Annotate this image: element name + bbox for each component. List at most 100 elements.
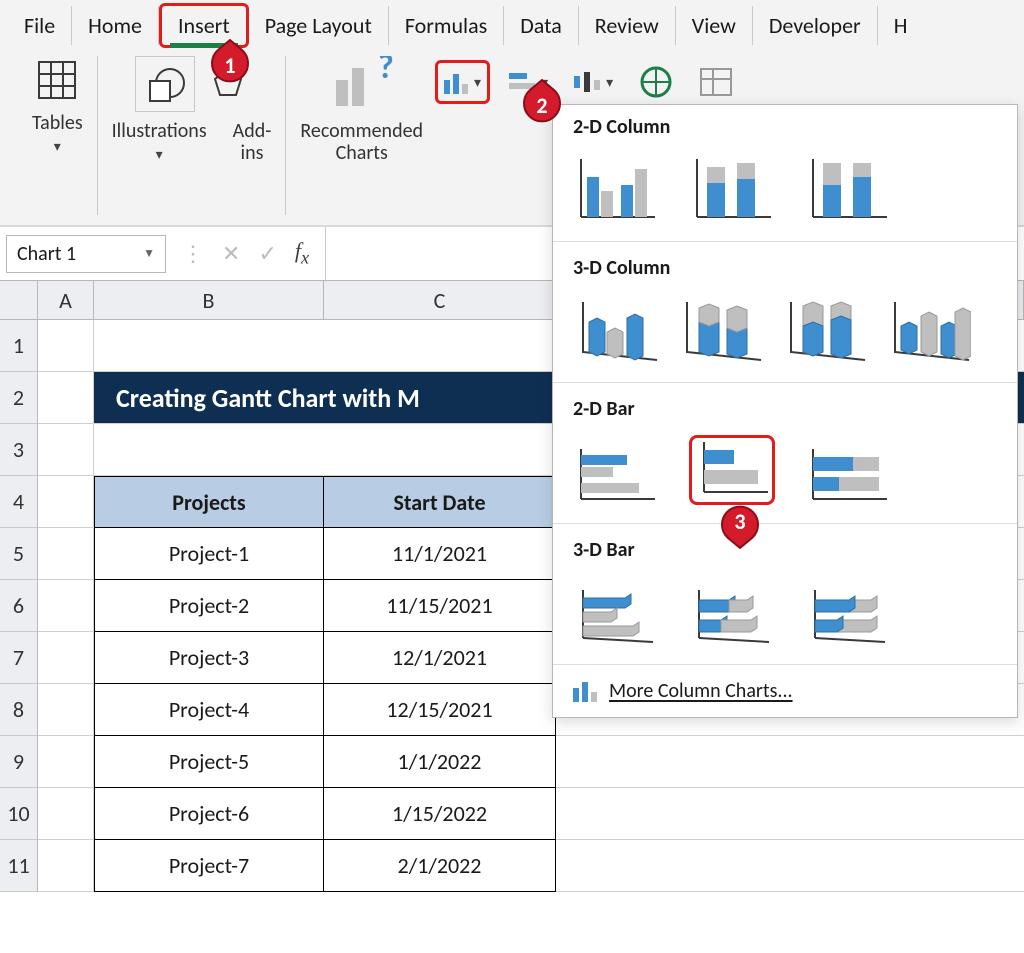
100-stacked-bar-3d[interactable] [805,576,891,646]
table-cell[interactable]: 1/15/2022 [324,788,556,840]
table-header-projects[interactable]: Projects [94,476,324,528]
3d-column[interactable] [885,294,971,364]
insert-statistic-chart-button[interactable]: ▾ [567,60,620,104]
column-chart-dropdown: 2-D Column 3-D Column [552,104,1018,718]
cell[interactable] [38,684,94,736]
clustered-column-3d[interactable] [573,294,659,364]
cancel-icon[interactable]: ✕ [222,240,240,267]
column-chart-icon [444,70,472,94]
chevron-down-icon: ▾ [606,74,613,91]
more-column-charts[interactable]: More Column Charts... [553,669,1017,713]
clustered-column-2d[interactable] [573,153,659,223]
100-stacked-column-2d[interactable] [805,153,891,223]
chevron-down-icon: ▾ [54,138,61,155]
table-cell[interactable]: Project-7 [94,840,324,892]
clustered-bar-2d[interactable] [573,435,659,505]
table-header-startdate[interactable]: Start Date [324,476,556,528]
table-cell[interactable]: 1/1/2022 [324,736,556,788]
cell[interactable] [38,580,94,632]
tab-help[interactable]: H [878,6,924,45]
cell[interactable] [38,840,94,892]
illustrations-button[interactable] [135,56,195,112]
section-3d-column: 3-D Column [553,246,1017,378]
row-header[interactable]: 9 [0,736,38,788]
column-chart-icon [573,680,599,702]
cell[interactable] [38,632,94,684]
row-header[interactable]: 10 [0,788,38,840]
100-stacked-column-3d[interactable] [781,294,867,364]
table-cell[interactable]: 12/15/2021 [324,684,556,736]
row-11: 11 Project-7 2/1/2022 [0,840,1024,892]
cell[interactable] [556,736,1024,788]
row-header[interactable]: 8 [0,684,38,736]
clustered-bar-3d[interactable] [573,576,659,646]
cell[interactable] [38,788,94,840]
tab-developer[interactable]: Developer [753,6,878,45]
name-box[interactable]: Chart 1 ▼ [6,235,166,273]
row-header[interactable]: 5 [0,528,38,580]
section-title: 2-D Bar [573,397,997,421]
table-cell[interactable]: 11/15/2021 [324,580,556,632]
tab-page-layout[interactable]: Page Layout [249,6,389,45]
tab-formulas[interactable]: Formulas [389,6,504,45]
cell[interactable] [556,788,1024,840]
cell[interactable] [38,320,94,372]
tab-data[interactable]: Data [504,6,579,45]
pivot-chart-button[interactable] [692,60,740,104]
insert-column-chart-button[interactable]: ▾ [435,60,490,104]
group-illustrations: Illustrations▾ Add- ins [98,56,287,215]
cell[interactable] [38,372,94,424]
chevron-down-icon: ▾ [156,146,163,163]
row-header[interactable]: 3 [0,424,38,476]
row-header[interactable]: 2 [0,372,38,424]
cell[interactable] [38,424,94,476]
stacked-column-2d[interactable] [689,153,775,223]
callout-2: 2 [522,78,562,126]
cell[interactable] [38,736,94,788]
section-title: 3-D Column [573,256,997,280]
recommended-charts-label: Recommended Charts [300,120,423,164]
chevron-down-icon: ▼ [143,246,155,261]
table-cell[interactable]: Project-2 [94,580,324,632]
100-stacked-bar-2d[interactable] [805,435,891,505]
stacked-bar-2d[interactable] [689,435,775,505]
table-cell[interactable]: 2/1/2022 [324,840,556,892]
table-cell[interactable]: Project-6 [94,788,324,840]
accept-icon[interactable]: ✓ [258,240,276,267]
formula-bar-icons: ⋮ ✕ ✓ fx [166,238,325,268]
stacked-column-3d[interactable] [677,294,763,364]
section-2d-bar: 2-D Bar [553,387,1017,519]
table-cell[interactable]: 11/1/2021 [324,528,556,580]
maps-button[interactable] [632,60,680,104]
row-header[interactable]: 1 [0,320,38,372]
name-box-value: Chart 1 [17,242,76,266]
fx-icon[interactable]: fx [295,238,309,268]
tab-review[interactable]: Review [579,6,676,45]
tab-home[interactable]: Home [72,6,159,45]
pivot-chart-icon [699,67,733,97]
col-header-a[interactable]: A [38,281,94,319]
select-all-corner[interactable] [0,281,38,319]
tab-file[interactable]: File [8,6,72,45]
table-cell[interactable]: 12/1/2021 [324,632,556,684]
table-cell[interactable]: Project-5 [94,736,324,788]
table-cell[interactable]: Project-4 [94,684,324,736]
col-header-c[interactable]: C [324,281,556,319]
statistic-chart-icon [574,70,602,94]
col-header-b[interactable]: B [94,281,324,319]
table-cell[interactable]: Project-3 [94,632,324,684]
cell[interactable] [38,528,94,580]
svg-text:?: ? [378,56,394,88]
tables-button[interactable] [33,56,81,104]
more-column-charts-label: More Column Charts... [609,679,793,703]
row-header[interactable]: 11 [0,840,38,892]
cell[interactable] [38,476,94,528]
recommended-charts-button[interactable]: ? Recommended Charts [300,56,423,164]
row-header[interactable]: 6 [0,580,38,632]
tab-view[interactable]: View [676,6,753,45]
cell[interactable] [556,840,1024,892]
table-cell[interactable]: Project-1 [94,528,324,580]
row-header[interactable]: 7 [0,632,38,684]
row-header[interactable]: 4 [0,476,38,528]
stacked-bar-3d[interactable] [689,576,775,646]
